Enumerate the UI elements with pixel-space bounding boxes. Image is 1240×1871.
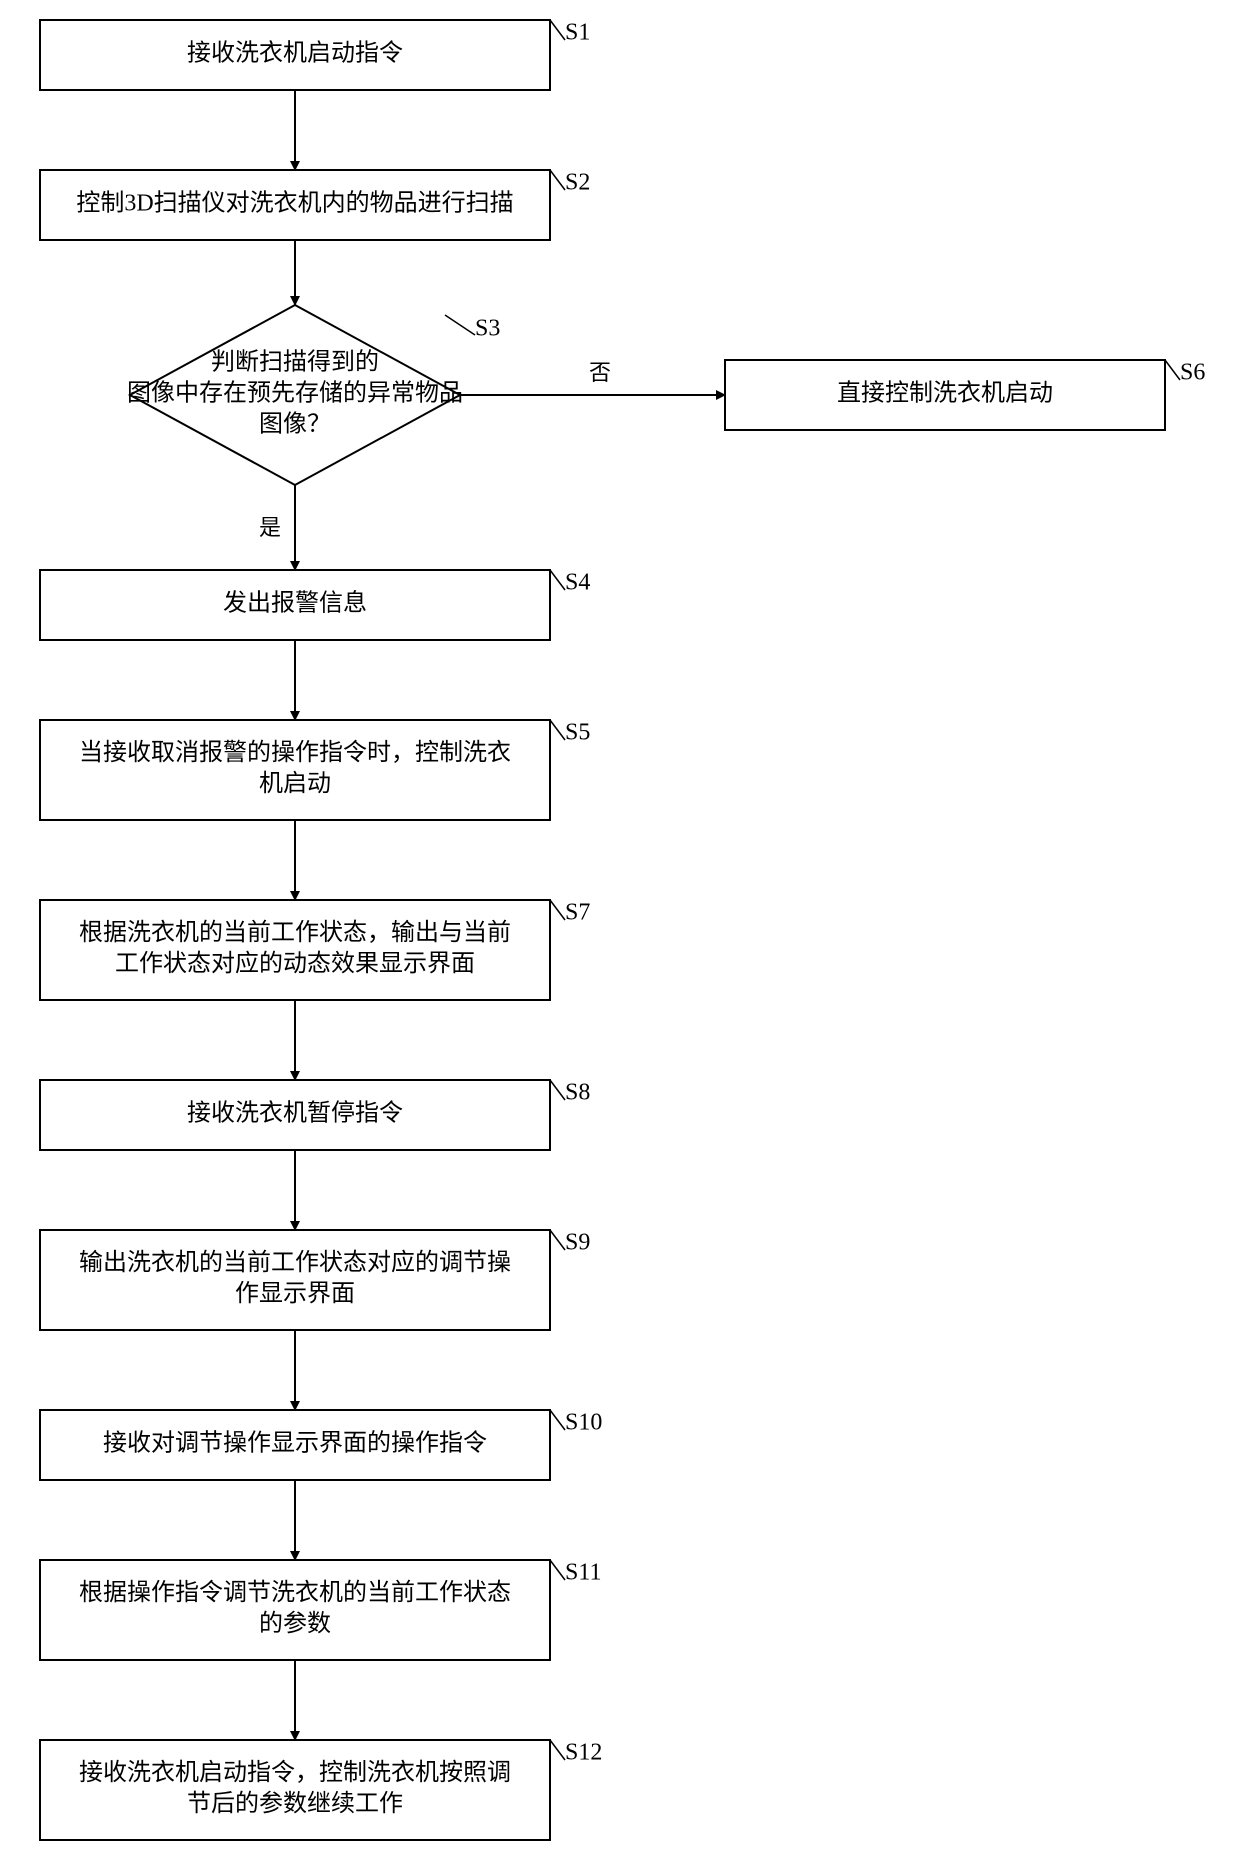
node-text-S7-1: 工作状态对应的动态效果显示界面 [115, 950, 475, 977]
node-text-S2-0: 控制3D扫描仪对洗衣机内的物品进行扫描 [76, 190, 513, 217]
step-label-S4: S4 [565, 570, 590, 596]
node-S6: 直接控制洗衣机启动 S6 [725, 360, 1205, 431]
edge-label: 是 [259, 515, 281, 540]
node-text-S3-2: 图像？ [259, 411, 331, 438]
node-text-S6-0: 直接控制洗衣机启动 [837, 380, 1053, 407]
node-text-S10-0: 接收对调节操作显示界面的操作指令 [103, 1430, 487, 1457]
node-text-S3-0: 判断扫描得到的 [211, 348, 379, 375]
node-text-S3-1: 图像中存在预先存储的异常物品 [127, 380, 463, 407]
edge-label: 否 [589, 360, 611, 385]
node-text-S9-0: 输出洗衣机的当前工作状态对应的调节操 [79, 1249, 511, 1276]
node-S4: 发出报警信息 S4 [40, 570, 590, 641]
node-S12: 接收洗衣机启动指令，控制洗衣机按照调节后的参数继续工作 S12 [40, 1740, 602, 1841]
node-text-S4-0: 发出报警信息 [223, 590, 367, 617]
node-S3: 判断扫描得到的图像中存在预先存储的异常物品图像？ S3 [127, 305, 500, 485]
node-text-S11-0: 根据操作指令调节洗衣机的当前工作状态 [79, 1579, 511, 1606]
node-text-S11-1: 的参数 [259, 1610, 331, 1637]
node-S8: 接收洗衣机暂停指令 S8 [40, 1080, 590, 1151]
node-text-S12-0: 接收洗衣机启动指令，控制洗衣机按照调 [79, 1759, 511, 1786]
step-label-S7: S7 [565, 900, 590, 926]
flowchart-canvas: 接收洗衣机启动指令S1控制3D扫描仪对洗衣机内的物品进行扫描S2判断扫描得到的图… [0, 0, 1240, 1871]
step-label-S12: S12 [565, 1740, 602, 1766]
step-label-S1: S1 [565, 20, 590, 46]
node-S11: 根据操作指令调节洗衣机的当前工作状态的参数 S11 [40, 1560, 601, 1661]
step-label-S3: S3 [475, 316, 500, 342]
step-label-S10: S10 [565, 1410, 602, 1436]
step-label-S6: S6 [1180, 360, 1205, 386]
step-label-S9: S9 [565, 1230, 590, 1256]
step-label-S2: S2 [565, 170, 590, 196]
node-S5: 当接收取消报警的操作指令时，控制洗衣机启动 S5 [40, 720, 590, 821]
step-label-S5: S5 [565, 720, 590, 746]
node-text-S12-1: 节后的参数继续工作 [187, 1790, 403, 1817]
node-S2: 控制3D扫描仪对洗衣机内的物品进行扫描 S2 [40, 170, 590, 241]
step-label-S11: S11 [565, 1560, 601, 1586]
node-S1: 接收洗衣机启动指令 S1 [40, 20, 590, 91]
node-text-S9-1: 作显示界面 [235, 1280, 355, 1307]
node-text-S8-0: 接收洗衣机暂停指令 [187, 1100, 403, 1127]
step-label-S8: S8 [565, 1080, 590, 1106]
node-text-S5-0: 当接收取消报警的操作指令时，控制洗衣 [79, 739, 511, 766]
node-S9: 输出洗衣机的当前工作状态对应的调节操作显示界面 S9 [40, 1230, 590, 1331]
node-S10: 接收对调节操作显示界面的操作指令 S10 [40, 1410, 602, 1481]
node-text-S5-1: 机启动 [259, 770, 331, 797]
node-S7: 根据洗衣机的当前工作状态，输出与当前工作状态对应的动态效果显示界面 S7 [40, 900, 590, 1001]
node-text-S7-0: 根据洗衣机的当前工作状态，输出与当前 [79, 919, 511, 946]
node-text-S1-0: 接收洗衣机启动指令 [187, 40, 403, 67]
